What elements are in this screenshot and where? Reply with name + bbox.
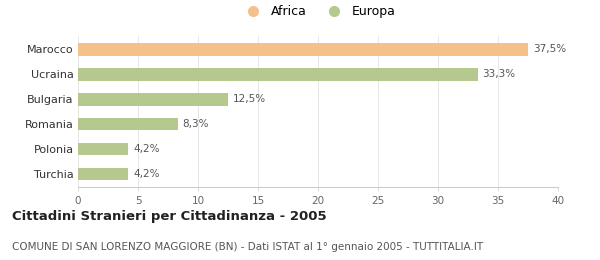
Bar (78, 43, 528, 56)
Bar (78, 143, 128, 155)
Bar (78, 93, 228, 106)
Text: Cittadini Stranieri per Cittadinanza - 2005: Cittadini Stranieri per Cittadinanza - 2… (12, 210, 326, 223)
Legend: Africa, Europa: Africa, Europa (236, 1, 400, 23)
Bar (78, 168, 128, 180)
Text: 4,2%: 4,2% (133, 169, 160, 179)
Text: 12,5%: 12,5% (233, 94, 266, 104)
Text: 4,2%: 4,2% (133, 144, 160, 154)
Text: COMUNE DI SAN LORENZO MAGGIORE (BN) - Dati ISTAT al 1° gennaio 2005 - TUTTITALIA: COMUNE DI SAN LORENZO MAGGIORE (BN) - Da… (12, 242, 483, 252)
Text: 33,3%: 33,3% (482, 69, 515, 79)
Bar (78, 68, 478, 81)
Text: 37,5%: 37,5% (533, 44, 566, 55)
Text: 8,3%: 8,3% (182, 119, 209, 129)
Bar (78, 118, 178, 131)
